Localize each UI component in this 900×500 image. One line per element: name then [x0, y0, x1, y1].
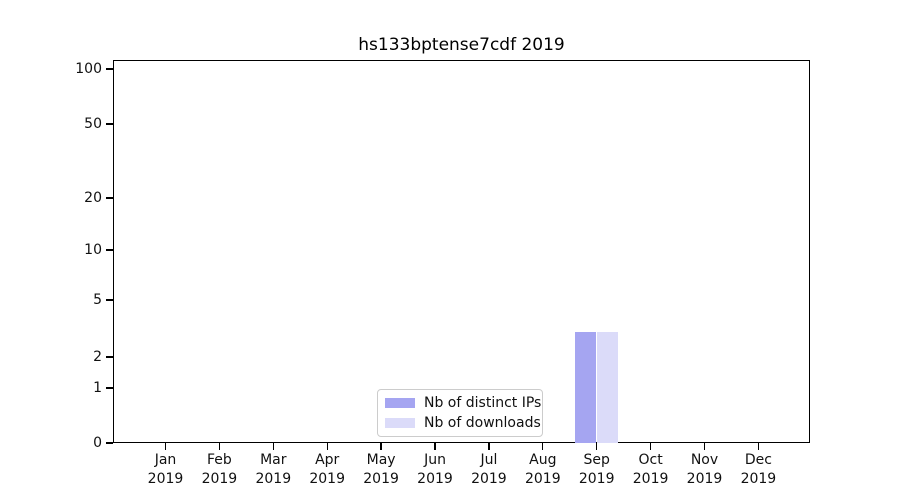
y-tick-mark — [106, 299, 113, 301]
x-tick-month: Mar — [260, 452, 287, 468]
legend-swatch — [385, 398, 415, 409]
y-tick-label: 2 — [93, 348, 102, 365]
y-tick-mark — [106, 249, 113, 251]
x-tick-year: 2019 — [201, 471, 238, 487]
x-tick-mark — [164, 443, 167, 450]
x-tick-month: Sep — [583, 452, 610, 468]
x-tick-year: 2019 — [524, 471, 561, 487]
y-tick-mark — [106, 68, 113, 70]
y-tick-label: 0 — [93, 434, 102, 451]
y-tick-mark — [106, 387, 113, 389]
x-tick-mark — [434, 443, 436, 450]
x-tick-year: 2019 — [686, 471, 723, 487]
x-tick-label: Jul 2019 — [459, 451, 519, 489]
x-tick-mark — [326, 443, 328, 450]
y-tick-label: 50 — [84, 115, 102, 132]
x-tick-month: Dec — [744, 452, 772, 468]
x-tick-year: 2019 — [255, 471, 292, 487]
y-tick-mark — [106, 442, 113, 444]
x-tick-label: Apr 2019 — [297, 451, 357, 489]
x-tick-label: Sep 2019 — [567, 451, 627, 489]
y-tick-label: 5 — [93, 291, 102, 308]
x-tick-month: Jan — [154, 452, 177, 468]
legend-swatch — [385, 417, 415, 428]
x-tick-month: Feb — [206, 452, 232, 468]
chart-title: hs133bptense7cdf 2019 — [358, 35, 565, 55]
x-tick-label: Oct 2019 — [621, 451, 681, 489]
x-tick-label: May 2019 — [351, 451, 411, 489]
y-tick-mark — [106, 356, 113, 358]
x-tick-year: 2019 — [740, 471, 777, 487]
x-tick-month: Jul — [480, 452, 498, 468]
legend-label: Nb of distinct IPs — [424, 395, 542, 412]
x-tick-month: May — [366, 452, 396, 468]
x-tick-label: Dec 2019 — [728, 451, 788, 489]
legend: Nb of distinct IPs Nb of downloads — [377, 389, 543, 437]
x-tick-month: Jun — [424, 452, 446, 468]
x-tick-mark — [380, 443, 382, 450]
y-tick-label: 1 — [93, 379, 102, 396]
y-tick-label: 20 — [84, 189, 102, 206]
x-tick-year: 2019 — [363, 471, 399, 487]
x-tick-year: 2019 — [147, 471, 184, 487]
x-tick-label: Feb 2019 — [189, 451, 249, 489]
x-tick-mark — [703, 443, 706, 450]
y-tick-label: 10 — [84, 241, 102, 258]
x-tick-year: 2019 — [632, 471, 669, 487]
bar-distinct-ips — [575, 331, 597, 443]
x-tick-label: Jun 2019 — [405, 451, 465, 489]
y-tick-mark — [106, 123, 113, 125]
x-tick-year: 2019 — [471, 471, 507, 487]
x-tick-label: Mar 2019 — [243, 451, 303, 489]
legend-item: Nb of distinct IPs — [385, 395, 541, 411]
x-tick-year: 2019 — [417, 471, 453, 487]
y-tick-label: 100 — [75, 60, 102, 77]
x-tick-mark — [542, 443, 544, 450]
y-tick-mark — [106, 197, 113, 199]
x-tick-mark — [757, 443, 760, 450]
x-tick-year: 2019 — [309, 471, 345, 487]
x-tick-mark — [272, 443, 274, 450]
legend-label: Nb of downloads — [424, 414, 541, 431]
plot-area — [113, 60, 810, 443]
bar-downloads — [597, 331, 619, 443]
x-tick-label: Aug 2019 — [513, 451, 573, 489]
x-tick-mark — [488, 443, 490, 450]
x-tick-month: Aug — [529, 452, 557, 468]
x-tick-label: Jan 2019 — [136, 451, 196, 489]
x-tick-year: 2019 — [578, 471, 615, 487]
x-tick-mark — [649, 443, 652, 450]
x-tick-label: Nov 2019 — [675, 451, 735, 489]
x-tick-month: Apr — [315, 452, 340, 468]
x-tick-month: Oct — [638, 452, 663, 468]
legend-item: Nb of downloads — [385, 415, 541, 431]
x-tick-month: Nov — [690, 452, 719, 468]
x-tick-mark — [596, 443, 598, 450]
x-tick-mark — [218, 443, 221, 450]
